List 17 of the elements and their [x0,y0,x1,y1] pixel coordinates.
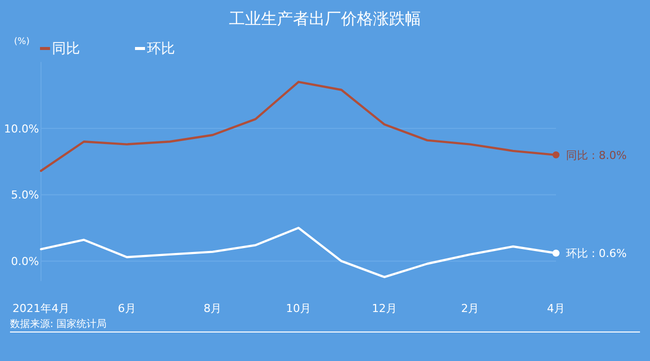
legend-label: 同比 [52,41,80,57]
data-label: 环比 : 0.6% [566,247,627,260]
y-axis-title: (%) [14,37,30,47]
x-tick-label: 2月 [461,302,480,315]
y-tick-label: 5.0% [11,188,39,202]
y-tick-label: 0.0% [11,255,39,268]
chart-title: 工业生产者出厂价格涨跌幅 [229,9,421,28]
data-label: 同比 : 8.0% [566,148,627,162]
x-tick-label: 4月 [547,302,565,315]
x-tick-label: 12月 [372,302,397,315]
legend-label: 环比 [147,41,175,57]
x-tick-label: 10月 [286,302,311,315]
x-tick-label: 2021年4月 [12,302,70,315]
source-note: 数据来源: 国家统计局 [10,318,107,330]
x-tick-label: 6月 [118,302,136,315]
y-tick-label: 10.0% [4,122,39,136]
x-tick-label: 8月 [204,302,222,315]
